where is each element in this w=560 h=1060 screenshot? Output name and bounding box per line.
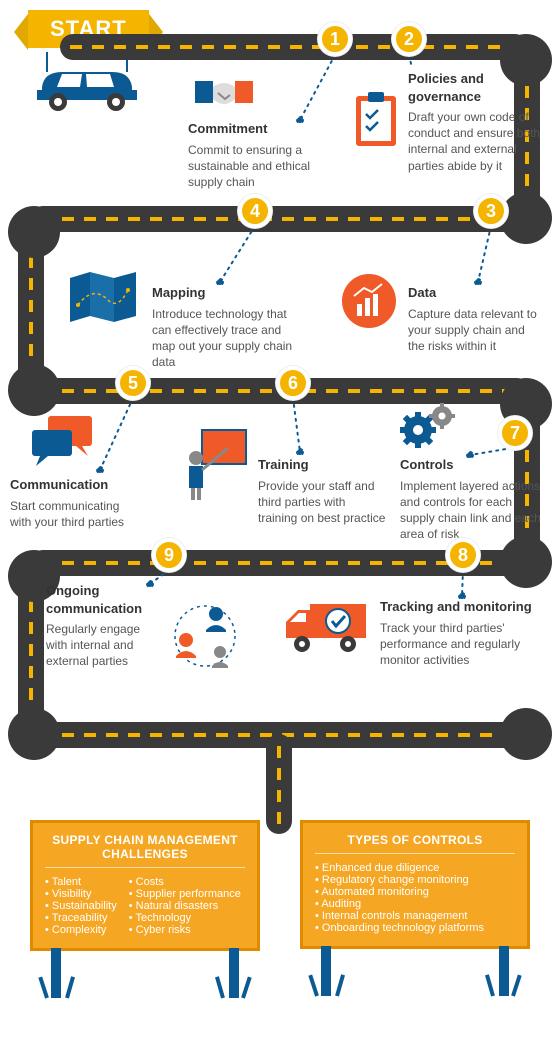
step-badge-9: 9 [152, 538, 186, 572]
step-badge-3: 3 [474, 194, 508, 228]
step-badge-7: 7 [498, 416, 532, 450]
step-badge-6: 6 [276, 366, 310, 400]
sign-challenges: SUPPLY CHAIN MANAGEMENT CHALLENGES Talen… [30, 820, 260, 951]
sign-post [321, 946, 331, 996]
step-badge-4: 4 [238, 194, 272, 228]
challenges-col2: Costs Supplier performance Natural disas… [129, 876, 241, 936]
step-badge-5: 5 [116, 366, 150, 400]
sign-title: SUPPLY CHAIN MANAGEMENT CHALLENGES [45, 833, 245, 868]
step-badge-2: 2 [392, 22, 426, 56]
step-badge-8: 8 [446, 538, 480, 572]
sign-controls: TYPES OF CONTROLS Enhanced due diligence… [300, 820, 530, 949]
sign-post [499, 946, 509, 996]
step-badge-1: 1 [318, 22, 352, 56]
challenges-col1: Talent Visibility Sustainability Traceab… [45, 876, 117, 936]
sign-post [229, 948, 239, 998]
sign-title: TYPES OF CONTROLS [315, 833, 515, 854]
sign-post [51, 948, 61, 998]
controls-list: Enhanced due diligence Regulatory change… [315, 862, 515, 934]
